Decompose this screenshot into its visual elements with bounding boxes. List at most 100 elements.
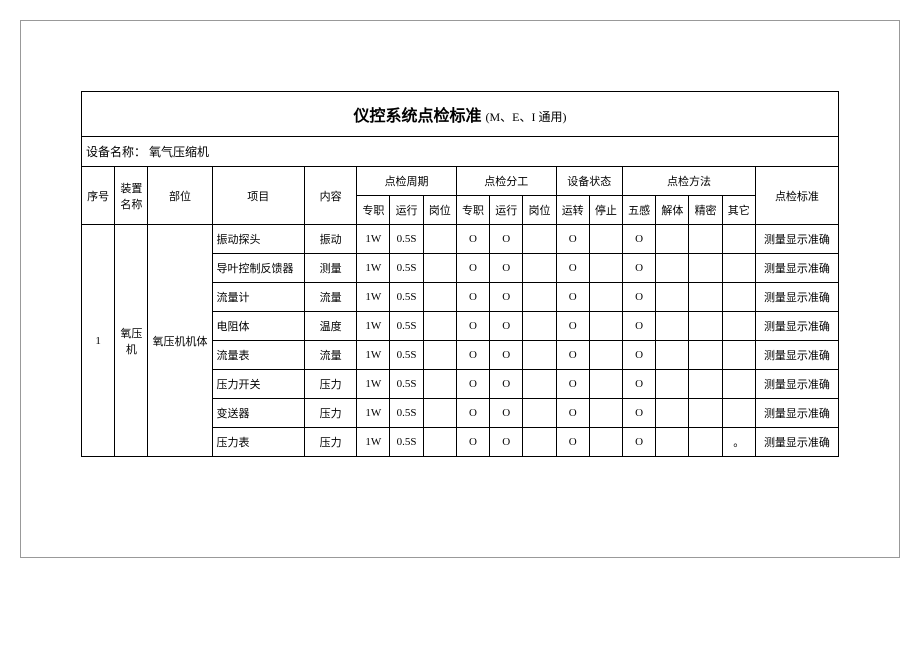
cell-c2: 0.5S	[390, 370, 423, 399]
cell-c3	[423, 225, 456, 254]
cell-m4: 。	[722, 428, 755, 457]
cell-a2: O	[490, 341, 523, 370]
th-std: 点检标准	[755, 167, 838, 225]
cell-m2	[656, 254, 689, 283]
cell-s2	[589, 370, 622, 399]
cell-a1: O	[456, 341, 489, 370]
cell-c2: 0.5S	[390, 428, 423, 457]
cell-m2	[656, 312, 689, 341]
cell-item: 变送器	[212, 399, 305, 428]
title-sub: (M、E、I 通用)	[486, 110, 567, 124]
cell-c2: 0.5S	[390, 399, 423, 428]
cell-a2: O	[490, 225, 523, 254]
cell-c3	[423, 428, 456, 457]
page-frame: 仪控系统点检标准 (M、E、I 通用) 设备名称： 氧气压缩机 序号 装置名称 …	[20, 20, 900, 558]
cell-std: 测量显示准确	[755, 312, 838, 341]
cell-m3	[689, 370, 722, 399]
cell-m4	[722, 399, 755, 428]
cell-a2: O	[490, 399, 523, 428]
th-seq: 序号	[82, 167, 115, 225]
cell-m4	[722, 312, 755, 341]
cell-s2	[589, 428, 622, 457]
cell-a2: O	[490, 283, 523, 312]
th-method-group: 点检方法	[623, 167, 756, 196]
cell-m3	[689, 399, 722, 428]
equipment-label: 设备名称：	[86, 145, 146, 159]
cell-c2: 0.5S	[390, 341, 423, 370]
cell-c3	[423, 341, 456, 370]
cell-c1: 1W	[357, 341, 390, 370]
th-unit: 装置名称	[115, 167, 148, 225]
th-assign-2: 岗位	[523, 196, 556, 225]
th-part: 部位	[148, 167, 212, 225]
cell-m4	[722, 254, 755, 283]
cell-m3	[689, 254, 722, 283]
cell-m4	[722, 225, 755, 254]
cell-m1: O	[623, 283, 656, 312]
cell-a2: O	[490, 370, 523, 399]
cell-content: 压力	[305, 370, 357, 399]
th-cycle-0: 专职	[357, 196, 390, 225]
cell-a1: O	[456, 312, 489, 341]
cell-m4	[722, 341, 755, 370]
cell-c3	[423, 283, 456, 312]
cell-unit: 氧压机	[115, 225, 148, 457]
cell-a1: O	[456, 428, 489, 457]
cell-a2: O	[490, 312, 523, 341]
cell-content: 流量	[305, 283, 357, 312]
cell-content: 压力	[305, 428, 357, 457]
cell-c1: 1W	[357, 428, 390, 457]
th-content: 内容	[305, 167, 357, 225]
cell-a3	[523, 283, 556, 312]
cell-s1: O	[556, 370, 589, 399]
th-cycle-group: 点检周期	[357, 167, 457, 196]
cell-item: 流量表	[212, 341, 305, 370]
cell-m1: O	[623, 399, 656, 428]
cell-item: 压力表	[212, 428, 305, 457]
cell-c2: 0.5S	[390, 283, 423, 312]
cell-std: 测量显示准确	[755, 254, 838, 283]
cell-c3	[423, 399, 456, 428]
cell-s1: O	[556, 312, 589, 341]
cell-item: 振动探头	[212, 225, 305, 254]
cell-a2: O	[490, 254, 523, 283]
cell-s2	[589, 283, 622, 312]
cell-std: 测量显示准确	[755, 370, 838, 399]
cell-m1: O	[623, 428, 656, 457]
cell-c1: 1W	[357, 370, 390, 399]
th-item: 项目	[212, 167, 305, 225]
th-assign-0: 专职	[456, 196, 489, 225]
cell-m3	[689, 225, 722, 254]
cell-m1: O	[623, 225, 656, 254]
cell-content: 压力	[305, 399, 357, 428]
cell-c1: 1W	[357, 399, 390, 428]
cell-s1: O	[556, 428, 589, 457]
cell-std: 测量显示准确	[755, 428, 838, 457]
cell-a3	[523, 428, 556, 457]
title-main: 仪控系统点检标准	[353, 108, 481, 125]
cell-a1: O	[456, 254, 489, 283]
cell-c2: 0.5S	[390, 225, 423, 254]
cell-m1: O	[623, 254, 656, 283]
cell-a3	[523, 312, 556, 341]
cell-content: 温度	[305, 312, 357, 341]
cell-m2	[656, 283, 689, 312]
cell-m1: O	[623, 341, 656, 370]
th-state-0: 运转	[556, 196, 589, 225]
cell-m3	[689, 283, 722, 312]
table-header: 序号 装置名称 部位 项目 内容 点检周期 点检分工 设备状态 点检方法 点检标…	[82, 167, 839, 225]
th-state-group: 设备状态	[556, 167, 622, 196]
cell-std: 测量显示准确	[755, 399, 838, 428]
cell-a1: O	[456, 283, 489, 312]
cell-a3	[523, 399, 556, 428]
cell-content: 振动	[305, 225, 357, 254]
cell-m2	[656, 428, 689, 457]
th-method-1: 解体	[656, 196, 689, 225]
cell-s2	[589, 399, 622, 428]
cell-m2	[656, 399, 689, 428]
equipment-row: 设备名称： 氧气压缩机	[81, 136, 839, 166]
cell-m4	[722, 283, 755, 312]
cell-s1: O	[556, 283, 589, 312]
cell-s1: O	[556, 225, 589, 254]
cell-m2	[656, 370, 689, 399]
